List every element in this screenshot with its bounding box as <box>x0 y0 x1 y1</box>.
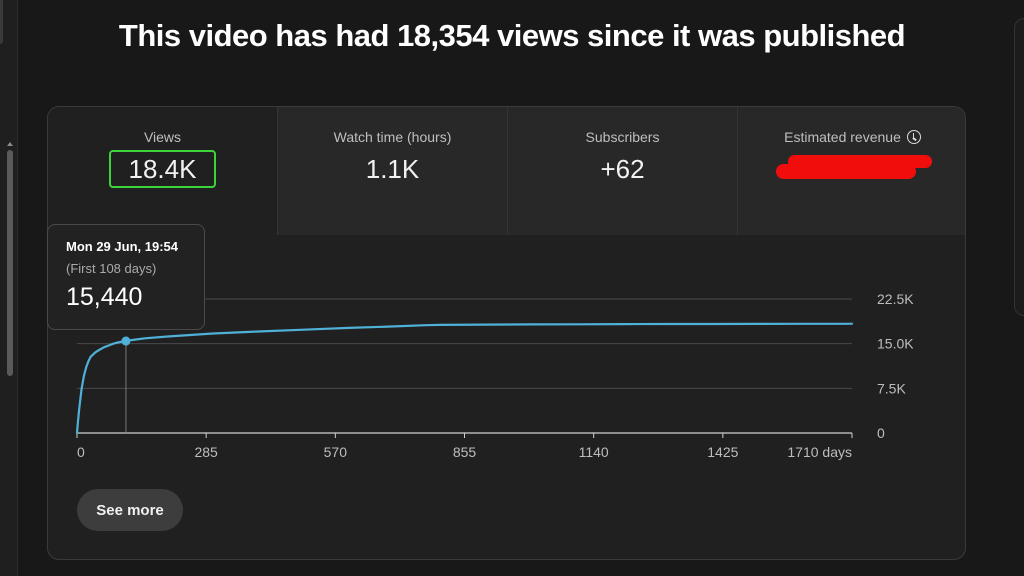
tooltip-value: 15,440 <box>66 283 143 311</box>
right-panel-edge <box>1014 18 1024 316</box>
tab-watch-time-value: 1.1K <box>365 154 420 184</box>
scroll-up-arrow-icon[interactable] <box>7 142 13 146</box>
analytics-card: Views 18.4K Watch time (hours) 1.1K Subs… <box>47 106 966 560</box>
tab-views-label: Views <box>143 129 182 145</box>
scrollbar-thumb[interactable] <box>7 150 13 376</box>
tooltip-date: Mon 29 Jun, 19:54 <box>66 239 178 254</box>
tab-estimated-revenue[interactable]: Estimated revenue <box>737 107 965 235</box>
tab-views[interactable]: Views 18.4K <box>48 107 277 235</box>
tab-watch-time-label: Watch time (hours) <box>333 129 452 145</box>
tab-watch-time[interactable]: Watch time (hours) 1.1K <box>277 107 507 235</box>
tab-subscribers[interactable]: Subscribers +62 <box>507 107 737 235</box>
see-more-button[interactable]: See more <box>77 489 183 531</box>
tab-subscribers-value: +62 <box>600 154 645 184</box>
tab-views-value: 18.4K <box>108 150 217 188</box>
metric-tabs: Views 18.4K Watch time (hours) 1.1K Subs… <box>48 107 965 235</box>
tooltip-subtitle: (First 108 days) <box>66 261 157 276</box>
panel-corner <box>0 0 3 44</box>
tab-subscribers-label: Subscribers <box>585 129 660 145</box>
redaction-mark <box>776 153 934 183</box>
left-panel-edge <box>0 0 18 576</box>
tab-revenue-label: Estimated revenue <box>784 129 901 145</box>
clock-icon[interactable] <box>906 130 921 144</box>
page-headline: This video has had 18,354 views since it… <box>118 18 906 53</box>
chart-tooltip: Mon 29 Jun, 19:54 (First 108 days) 15,44… <box>47 224 205 330</box>
